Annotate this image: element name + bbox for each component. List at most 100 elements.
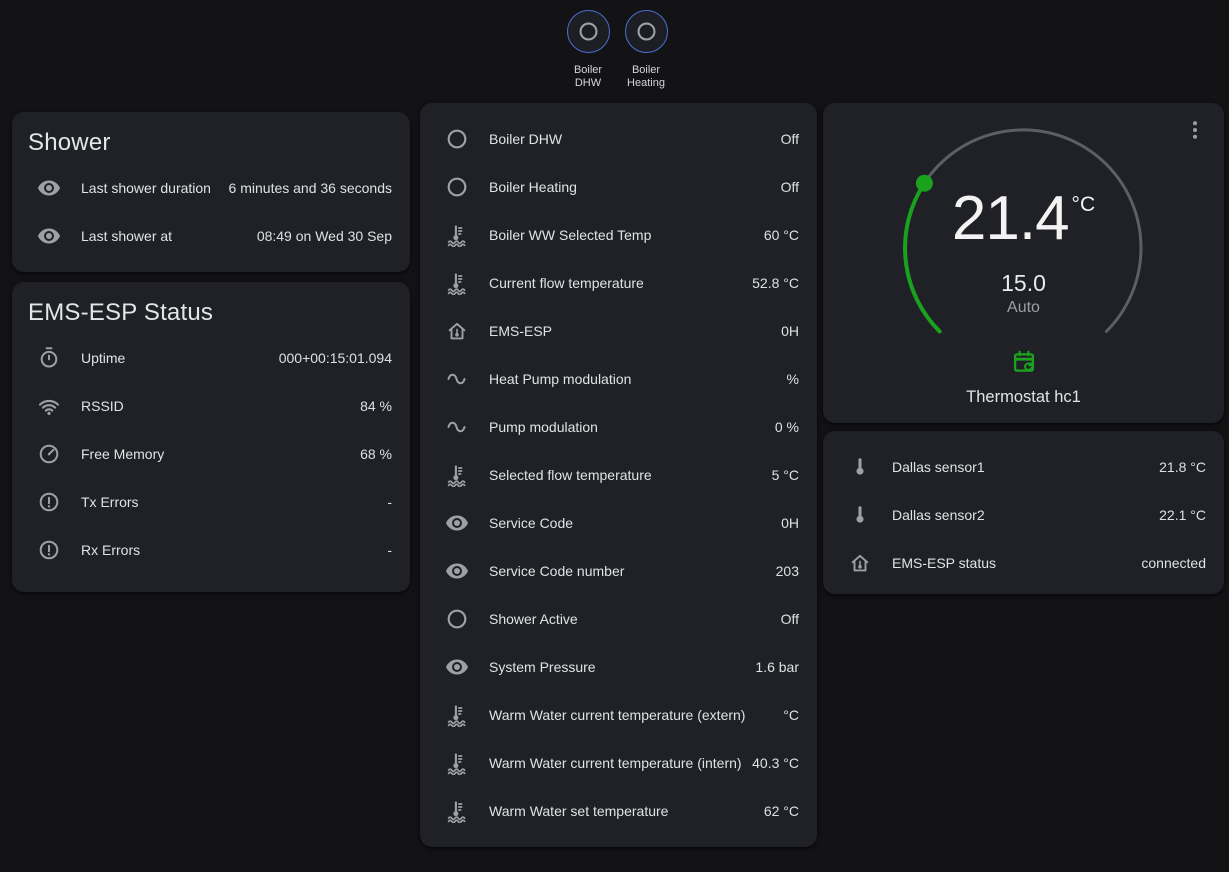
entity-value: 000+00:15:01.094 (278, 350, 392, 366)
circle-outline-icon (566, 10, 610, 53)
sine-wave-icon (445, 415, 469, 439)
eye-icon (445, 655, 469, 679)
sensors-card: Dallas sensor1 21.8 °C Dallas sensor2 22.1 … (823, 431, 1224, 594)
entity-value: 0H (781, 323, 799, 339)
badge-label: Boiler Heating (627, 64, 665, 89)
entity-value: 0 % (774, 419, 799, 435)
alert-circle-icon (37, 490, 61, 514)
more-options-button[interactable] (1180, 115, 1210, 145)
coolant-temperature-icon (445, 799, 469, 823)
entity-row[interactable]: Boiler WW Selected Temp 60 °C (420, 211, 817, 259)
dial-handle[interactable] (915, 174, 933, 192)
entity-value: 1.6 bar (755, 659, 799, 675)
entity-row[interactable]: EMS-ESP status connected (823, 539, 1224, 587)
entity-name: Service Code number (489, 563, 625, 579)
entity-value: 0H (781, 515, 799, 531)
badge[interactable]: Boiler DHW (560, 10, 616, 89)
entity-row[interactable]: Dallas sensor2 22.1 °C (823, 491, 1224, 539)
entity-row[interactable]: Shower Active Off (420, 595, 817, 643)
target-temperature: 15.0 (1001, 270, 1046, 296)
entity-row[interactable]: Service Code number 203 (420, 547, 817, 595)
entity-name: Dallas sensor1 (892, 459, 985, 475)
entity-name: Heat Pump modulation (489, 371, 632, 387)
entity-name: Boiler WW Selected Temp (489, 227, 652, 243)
entity-row[interactable]: Boiler DHW Off (420, 115, 817, 163)
thermostat-card: 21.4 °C 15.0 Auto Thermostat hc1 (823, 103, 1224, 423)
badge[interactable]: Boiler Heating (618, 10, 674, 89)
circle-outline-icon (445, 127, 469, 151)
home-thermometer-icon (848, 551, 872, 575)
entity-rows: Last shower duration 6 minutes and 36 sec… (12, 164, 410, 260)
timer-icon (37, 346, 61, 370)
entity-name: Last shower duration (81, 180, 211, 196)
eye-icon (445, 511, 469, 535)
entity-value: 40.3 °C (752, 755, 799, 771)
entity-value: Off (780, 611, 799, 627)
gauge-icon (37, 442, 61, 466)
eye-icon (37, 176, 61, 200)
entity-row[interactable]: Dallas sensor1 21.8 °C (823, 443, 1224, 491)
thermostat-dial[interactable] (883, 125, 1163, 371)
entity-name: EMS-ESP (489, 323, 553, 339)
entity-value: 08:49 on Wed 30 Sep (256, 228, 392, 244)
card-title: EMS-ESP Status (28, 299, 214, 326)
current-temperature-value: 21.4 (951, 184, 1070, 253)
entity-row[interactable]: Free Memory 68 % (12, 430, 410, 478)
entity-value: 84 % (360, 398, 392, 414)
entity-row[interactable]: Warm Water current temperature (extern) °… (420, 691, 817, 739)
circle-outline-icon (445, 607, 469, 631)
current-temperature: 21.4 °C (823, 187, 1224, 265)
entity-name: Warm Water current temperature (extern) (489, 707, 746, 723)
alert-circle-icon (37, 538, 61, 562)
entity-row[interactable]: Selected flow temperature 5 °C (420, 451, 817, 499)
entity-row[interactable]: System Pressure 1.6 bar (420, 643, 817, 691)
entity-row[interactable]: Warm Water set temperature 62 °C (420, 787, 817, 835)
wifi-icon (37, 394, 61, 418)
entity-row[interactable]: Last shower at 08:49 on Wed 30 Sep (12, 212, 410, 260)
entity-value: 68 % (360, 446, 392, 462)
dial-progress (903, 181, 942, 334)
card-title: Shower (28, 129, 111, 156)
home-thermometer-icon (445, 319, 469, 343)
entity-name: Uptime (81, 350, 126, 366)
entity-name: Shower Active (489, 611, 578, 627)
entity-name: Rx Errors (81, 542, 141, 558)
entity-rows: Boiler DHW Off Boiler Heating Off Boiler WW … (420, 103, 817, 835)
entity-value: Off (780, 179, 799, 195)
entity-value: 21.8 °C (1159, 459, 1206, 475)
entity-name: RSSID (81, 398, 124, 414)
entity-row[interactable]: Pump modulation 0 % (420, 403, 817, 451)
entity-row[interactable]: Heat Pump modulation% (420, 355, 817, 403)
entity-value: Off (780, 131, 799, 147)
entity-name: Service Code (489, 515, 574, 531)
coolant-temperature-icon (445, 271, 469, 295)
calendar-sync-icon[interactable] (823, 349, 1224, 375)
shower-card: Shower Last shower duration 6 minutes and… (12, 112, 410, 272)
entity-row[interactable]: Current flow temperature 52.8 °C (420, 259, 817, 307)
entity-value: 62 °C (763, 803, 799, 819)
entity-name: Dallas sensor2 (892, 507, 985, 523)
badge-label: Boiler DHW (573, 64, 603, 89)
entity-row[interactable]: Service Code 0H (420, 499, 817, 547)
coolant-temperature-icon (445, 463, 469, 487)
entity-row[interactable]: RSSID 84 % (12, 382, 410, 430)
entity-value: 22.1 °C (1159, 507, 1206, 523)
entity-row[interactable]: Warm Water current temperature (intern) 4… (420, 739, 817, 787)
entity-row[interactable]: Last shower duration 6 minutes and 36 sec… (12, 164, 410, 212)
entity-row[interactable]: Boiler Heating Off (420, 163, 817, 211)
entity-name: System Pressure (489, 659, 596, 675)
entity-name: Warm Water set temperature (489, 803, 669, 819)
coolant-temperature-icon (445, 223, 469, 247)
thermostat-name: Thermostat hc1 (966, 388, 1081, 406)
thermometer-icon (848, 455, 872, 479)
entity-name: Current flow temperature (489, 275, 644, 291)
entity-row[interactable]: Uptime 000+00:15:01.094 (12, 334, 410, 382)
hvac-mode: Auto (1007, 299, 1040, 316)
thermometer-icon (848, 503, 872, 527)
entity-row[interactable]: Tx Errors - (12, 478, 410, 526)
boiler-entities-card: Boiler DHW Off Boiler Heating Off Boiler WW … (420, 103, 817, 847)
entity-row[interactable]: EMS-ESP 0H (420, 307, 817, 355)
entity-rows: Dallas sensor1 21.8 °C Dallas sensor2 22.1 … (823, 431, 1224, 587)
entity-row[interactable]: Rx Errors - (12, 526, 410, 574)
entity-name: Pump modulation (489, 419, 598, 435)
